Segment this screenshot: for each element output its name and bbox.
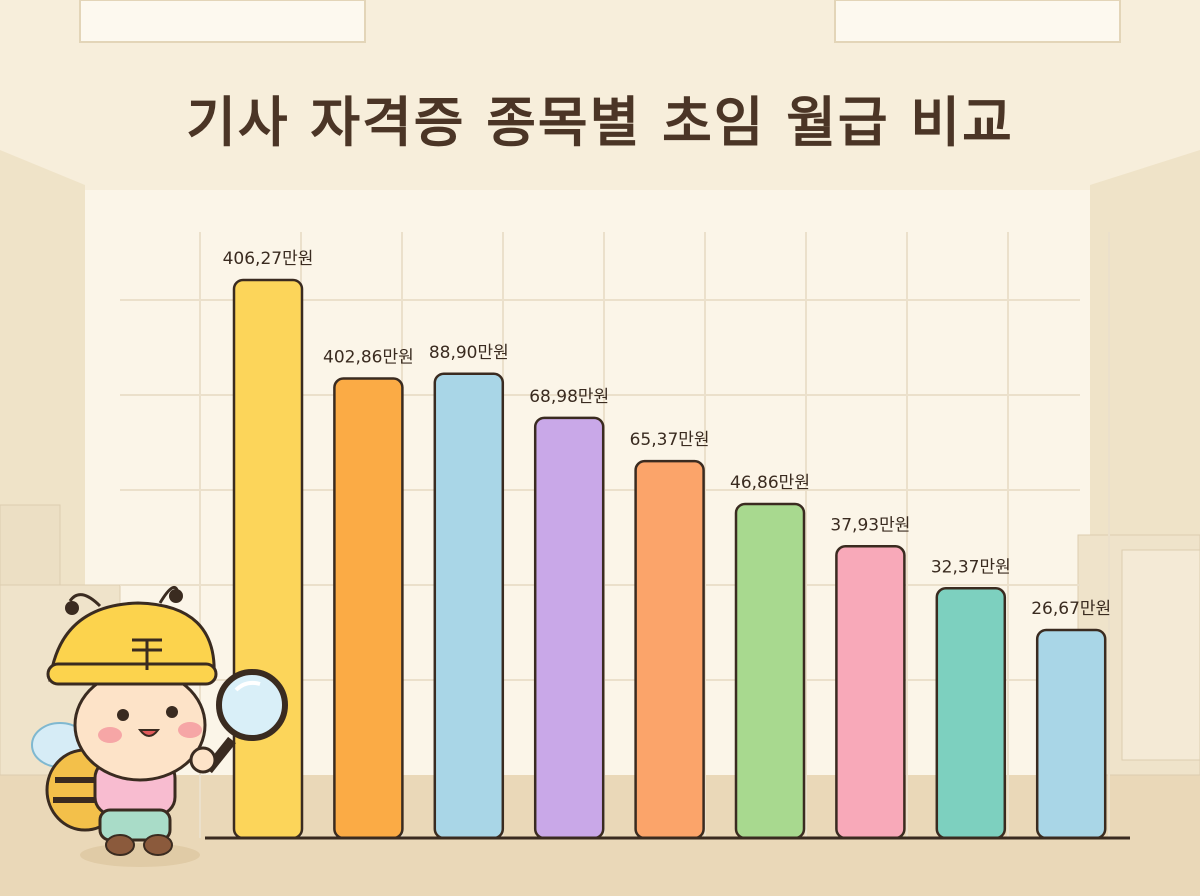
bar-value-label-5: 65,37만원 — [630, 430, 710, 450]
bar-7 — [835, 545, 906, 840]
ceiling-light-left — [79, 0, 366, 43]
bar-4 — [533, 416, 605, 840]
bar-value-label-1: 406,27만원 — [223, 249, 314, 269]
cabinet-right-door — [1121, 549, 1200, 761]
shelf-left — [0, 504, 61, 596]
bar-3 — [433, 372, 505, 840]
bar-8 — [935, 587, 1007, 840]
bee-mascot-illustration — [31, 585, 288, 867]
ceiling-light-right — [834, 0, 1121, 43]
bar-6 — [734, 502, 806, 840]
bar-value-label-6: 46,86만원 — [730, 473, 810, 493]
bar-value-label-7: 37,93만원 — [830, 515, 910, 535]
chart-value-labels: 406,27만원 402,86만원 88,90만원 68,98만원 65,37만원 46,… — [223, 249, 1112, 619]
bar-5 — [634, 459, 705, 840]
bar-value-label-8: 32,37만원 — [931, 557, 1011, 577]
bar-value-label-3: 88,90만원 — [429, 343, 509, 363]
chart-title: 기사 자격증 종목별 초임 월급 비교 — [186, 91, 1014, 154]
bar-value-label-2: 402,86만원 — [323, 348, 414, 368]
bar-value-label-4: 68,98만원 — [529, 387, 609, 407]
bar-1 — [232, 278, 304, 840]
bar-2 — [333, 377, 404, 840]
bar-9 — [1035, 628, 1107, 840]
bar-value-label-9: 26,67만원 — [1031, 599, 1111, 619]
